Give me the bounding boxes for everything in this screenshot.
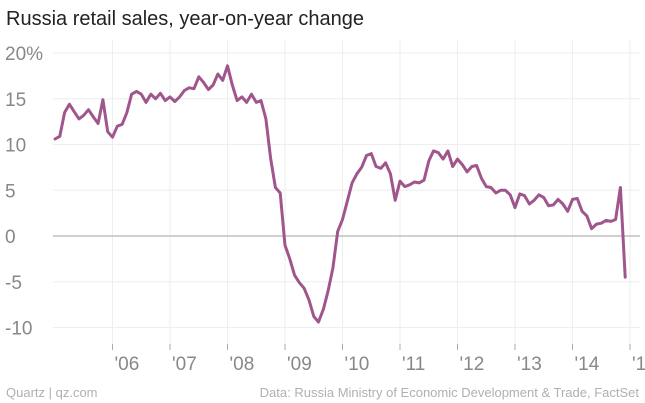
x-tick-label: '11	[402, 354, 425, 375]
y-tick-label: 20%	[5, 44, 43, 65]
y-tick-label: 5	[5, 181, 16, 202]
y-tick-label: -5	[5, 273, 22, 294]
x-tick-label: '15	[632, 354, 645, 375]
x-tick-label: '06	[115, 354, 140, 375]
chart-grid	[53, 40, 640, 350]
x-tick-label: '09	[287, 354, 312, 375]
x-tick-label: '12	[460, 354, 485, 375]
series-layer	[53, 64, 627, 324]
x-axis-ticks: '06 '07 '08 '09 '10 '11 '12 '13 '14 '15	[112, 344, 645, 375]
x-tick-label: '08	[230, 354, 255, 375]
x-tick-label: '14	[575, 354, 600, 375]
y-tick-label: 10	[5, 136, 26, 157]
series-line	[53, 64, 627, 324]
y-tick-label: 15	[5, 90, 26, 111]
y-tick-label: 0	[5, 227, 16, 248]
y-tick-label: -10	[5, 319, 32, 340]
y-axis-ticks: 20% 15 10 5 0 -5 -10	[5, 44, 43, 340]
x-tick-label: '13	[517, 354, 542, 375]
chart-title: Russia retail sales, year-on-year change	[6, 8, 364, 30]
x-tick-label: '10	[345, 354, 370, 375]
footer-source-left: Quartz | qz.com	[6, 385, 98, 400]
footer-source-right: Data: Russia Ministry of Economic Develo…	[260, 385, 640, 400]
x-tick-label: '07	[172, 354, 197, 375]
